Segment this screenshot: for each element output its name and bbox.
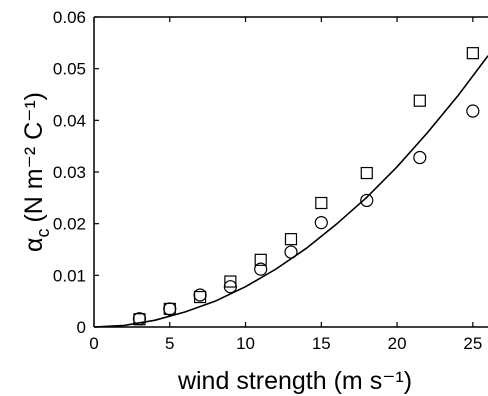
x-tick-label: 10: [236, 334, 255, 353]
square-point: [224, 275, 237, 288]
square-point: [413, 94, 426, 107]
square-point: [284, 233, 298, 246]
x-tick-label: 20: [388, 334, 407, 353]
x-tick-label: 25: [463, 334, 482, 353]
y-tick-label: 0.06: [53, 8, 86, 27]
circle-point: [163, 302, 177, 316]
square-point: [466, 47, 479, 60]
y-axis-label-units: (N m⁻² C⁻¹): [20, 92, 48, 223]
square-point: [315, 196, 328, 210]
x-tick-label: 15: [312, 334, 331, 353]
fit-curve: [93, 55, 488, 328]
circle-point: [413, 150, 427, 165]
y-axis-label-symbol: α: [20, 238, 48, 252]
y-tick-label: 0.02: [53, 215, 86, 234]
square-point: [254, 253, 267, 266]
x-ticks: 0 5 10 15 20 25: [89, 17, 482, 353]
circle-point: [360, 193, 374, 208]
x-axis-label: wind strength (m s⁻¹): [177, 367, 412, 395]
y-axis-label-subscript: c: [33, 229, 53, 238]
y-tick-label: 0.03: [53, 163, 86, 182]
circle-point: [314, 216, 328, 230]
y-axis-label: αc (N m⁻² C⁻¹): [20, 92, 53, 252]
plot-area: [93, 47, 488, 328]
circle-point: [193, 288, 207, 302]
y-ticks: 0 0.01 0.02 0.03 0.04 0.05 0.06: [53, 8, 99, 337]
y-tick-label: 0: [77, 318, 86, 337]
y-tick-label: 0.04: [53, 111, 86, 130]
y-tick-label: 0.05: [53, 60, 86, 79]
axes: [93, 16, 488, 328]
y-tick-label: 0.01: [53, 266, 86, 285]
circle-point: [466, 104, 480, 118]
circle-point: [254, 262, 268, 276]
circle-point: [132, 312, 147, 326]
x-tick-label: 5: [165, 334, 174, 353]
x-tick-label: 0: [89, 334, 98, 353]
square-point: [360, 166, 373, 180]
circle-point: [223, 280, 237, 294]
